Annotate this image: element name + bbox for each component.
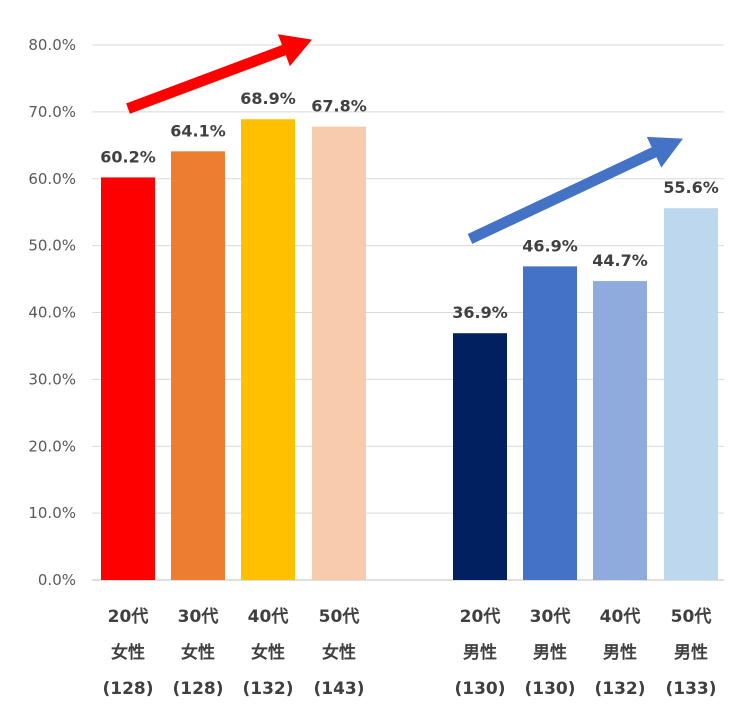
x-tick-label: 男性 bbox=[603, 642, 637, 663]
x-tick-label: (132) bbox=[242, 679, 293, 699]
bars bbox=[101, 119, 718, 581]
x-tick-label: 女性 bbox=[322, 642, 356, 663]
x-tick-label: 30代 bbox=[178, 606, 219, 627]
data-label: 46.9% bbox=[522, 236, 578, 255]
data-label: 60.2% bbox=[100, 147, 156, 166]
x-tick-label: (128) bbox=[102, 679, 153, 699]
bar bbox=[101, 177, 155, 580]
x-tick-label: 50代 bbox=[319, 606, 360, 627]
y-axis: 0.0% 10.0% 20.0% 30.0% 40.0% 50.0% 60.0% 70.0% 8… bbox=[28, 36, 76, 589]
y-tick-label: 80.0% bbox=[28, 36, 76, 54]
trend-arrow bbox=[126, 34, 312, 114]
x-tick-label: (132) bbox=[594, 679, 645, 699]
x-tick-label: (128) bbox=[172, 679, 223, 699]
bar bbox=[171, 151, 225, 581]
x-tick-label: 女性 bbox=[251, 642, 285, 663]
x-tick-label: (143) bbox=[313, 679, 364, 699]
x-tick-label: 30代 bbox=[530, 606, 571, 627]
x-tick-label: 20代 bbox=[460, 606, 501, 627]
bar bbox=[453, 333, 507, 580]
x-tick-label: (130) bbox=[454, 679, 505, 699]
data-label: 68.9% bbox=[240, 89, 296, 108]
trend-arrows bbox=[126, 34, 683, 244]
x-tick-label: 40代 bbox=[600, 606, 641, 627]
x-tick-label: 男性 bbox=[533, 642, 567, 663]
y-tick-label: 60.0% bbox=[28, 170, 76, 188]
bar bbox=[593, 281, 647, 580]
y-tick-label: 10.0% bbox=[28, 504, 76, 522]
data-label: 55.6% bbox=[663, 178, 719, 197]
y-tick-label: 20.0% bbox=[28, 437, 76, 455]
x-tick-label: 50代 bbox=[671, 606, 712, 627]
bar bbox=[664, 208, 718, 581]
x-tick-label: 男性 bbox=[463, 642, 497, 663]
data-label: 67.8% bbox=[311, 97, 367, 116]
y-tick-label: 0.0% bbox=[38, 571, 76, 589]
bar bbox=[312, 126, 366, 581]
x-tick-label: 40代 bbox=[248, 606, 289, 627]
x-tick-label: 男性 bbox=[674, 642, 708, 663]
bar bbox=[241, 119, 295, 580]
y-tick-label: 50.0% bbox=[28, 237, 76, 255]
data-label: 64.1% bbox=[170, 121, 226, 140]
data-labels: 60.2% 64.1% 68.9% 67.8% 36.9% 46.9% 44.7% 55.6% bbox=[100, 89, 719, 322]
x-tick-label: 女性 bbox=[181, 642, 215, 663]
y-tick-label: 30.0% bbox=[28, 370, 76, 388]
x-tick-label: (133) bbox=[665, 679, 716, 699]
data-label: 44.7% bbox=[592, 251, 648, 270]
x-tick-label: 20代 bbox=[108, 606, 149, 627]
x-tick-label: 女性 bbox=[111, 642, 145, 663]
x-tick-label: (130) bbox=[524, 679, 575, 699]
data-label: 36.9% bbox=[452, 303, 508, 322]
bar bbox=[523, 266, 577, 580]
y-tick-label: 70.0% bbox=[28, 103, 76, 121]
y-tick-label: 40.0% bbox=[28, 304, 76, 322]
trend-arrow bbox=[467, 136, 683, 244]
